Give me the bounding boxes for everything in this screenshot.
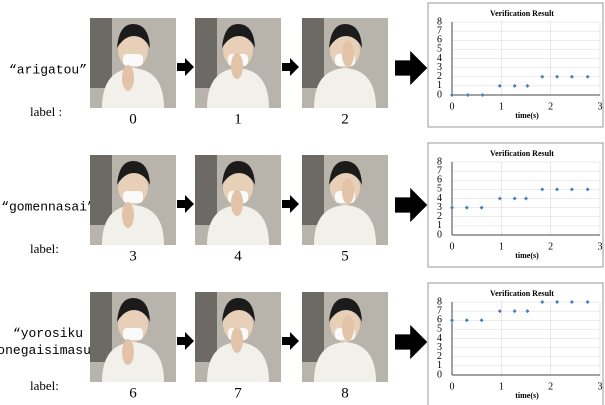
arrow bbox=[395, 51, 427, 85]
figure: “arigatou” label : 0 1 2 “gomennasai” label: 3 4… bbox=[0, 0, 605, 405]
video-frame bbox=[195, 155, 281, 245]
video-frame bbox=[90, 18, 176, 108]
frame-label: 1 bbox=[234, 111, 242, 127]
shelf bbox=[195, 292, 217, 362]
x-tick-label: 2 bbox=[548, 381, 553, 392]
frame-label: 2 bbox=[341, 111, 349, 127]
y-tick-label: 8 bbox=[437, 16, 442, 27]
frame-label: 3 bbox=[129, 248, 137, 264]
hand bbox=[231, 327, 243, 353]
arrow bbox=[282, 195, 299, 213]
x-tick-label: 0 bbox=[450, 241, 455, 252]
shelf bbox=[302, 292, 324, 362]
shelf bbox=[195, 18, 217, 88]
shelf bbox=[90, 18, 112, 88]
label-caption: label: bbox=[30, 378, 59, 393]
frame-label: 6 bbox=[129, 385, 137, 401]
mask bbox=[123, 54, 143, 66]
x-tick-label: 1 bbox=[499, 101, 504, 112]
hand bbox=[342, 315, 354, 341]
arrow bbox=[282, 58, 299, 76]
chart-title: Verification Result bbox=[490, 149, 554, 158]
hand bbox=[342, 178, 354, 204]
video-frame bbox=[302, 18, 388, 108]
hand bbox=[231, 53, 243, 79]
arrow bbox=[395, 188, 427, 222]
phrase: “yorosiku bbox=[13, 326, 83, 341]
video-frame bbox=[302, 155, 388, 245]
x-tick-label: 3 bbox=[598, 241, 603, 252]
frame-label: 8 bbox=[341, 385, 349, 401]
mask bbox=[123, 328, 143, 340]
label-caption: label : bbox=[30, 104, 62, 119]
phrase: onegaisimasu” bbox=[0, 343, 99, 358]
frame-label: 0 bbox=[129, 111, 137, 127]
hand bbox=[231, 190, 243, 216]
x-tick-label: 0 bbox=[450, 101, 455, 112]
x-tick-label: 2 bbox=[548, 101, 553, 112]
video-frame bbox=[90, 155, 176, 245]
x-axis-label: time(s) bbox=[515, 251, 539, 260]
arrow bbox=[177, 195, 194, 213]
arrow bbox=[395, 325, 427, 359]
mask bbox=[123, 191, 143, 203]
x-tick-label: 1 bbox=[499, 241, 504, 252]
video-frame bbox=[302, 292, 388, 382]
arrow bbox=[177, 58, 194, 76]
hand bbox=[342, 41, 354, 67]
x-axis-label: time(s) bbox=[515, 111, 539, 120]
frame-label: 5 bbox=[341, 248, 349, 264]
hand bbox=[122, 65, 134, 91]
frame-label: 7 bbox=[234, 385, 242, 401]
shelf bbox=[195, 155, 217, 225]
x-tick-label: 3 bbox=[598, 101, 603, 112]
chart-title: Verification Result bbox=[490, 289, 554, 298]
phrase: “gomennasai” bbox=[1, 199, 95, 214]
arrow bbox=[282, 332, 299, 350]
x-tick-label: 1 bbox=[499, 381, 504, 392]
shelf bbox=[90, 155, 112, 225]
x-tick-label: 0 bbox=[450, 381, 455, 392]
shelf bbox=[90, 292, 112, 362]
label-caption: label: bbox=[30, 241, 59, 256]
video-frame bbox=[195, 292, 281, 382]
hand bbox=[122, 202, 134, 228]
video-frame bbox=[195, 18, 281, 108]
chart-title: Verification Result bbox=[490, 9, 554, 18]
shelf bbox=[302, 18, 324, 88]
video-frame bbox=[90, 292, 176, 382]
frame-label: 4 bbox=[234, 248, 242, 264]
y-tick-label: 8 bbox=[437, 156, 442, 167]
phrase: “arigatou” bbox=[9, 62, 87, 77]
shelf bbox=[302, 155, 324, 225]
x-tick-label: 3 bbox=[598, 381, 603, 392]
y-tick-label: 8 bbox=[437, 296, 442, 307]
hand bbox=[122, 339, 134, 365]
x-tick-label: 2 bbox=[548, 241, 553, 252]
x-axis-label: time(s) bbox=[515, 391, 539, 400]
arrow bbox=[177, 332, 194, 350]
